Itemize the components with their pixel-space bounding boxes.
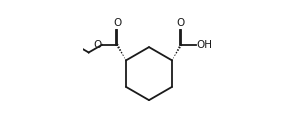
Text: O: O <box>113 18 121 28</box>
Text: OH: OH <box>197 40 213 50</box>
Text: O: O <box>177 18 185 28</box>
Text: O: O <box>93 40 101 50</box>
